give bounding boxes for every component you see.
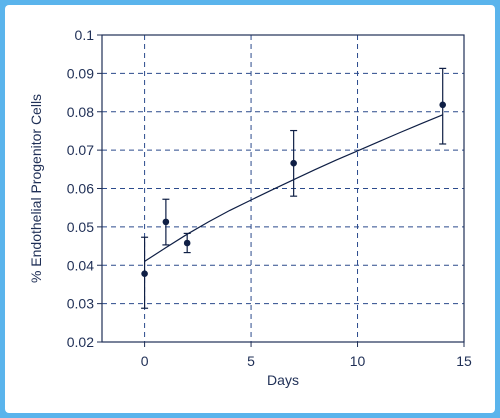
y-axis-label: % Endothelial Progenitor Cells [28,94,44,283]
data-points [141,67,447,309]
point-marker-4 [439,101,447,109]
y-tick-label-1: 0.03 [67,296,94,312]
y-tick-label-3: 0.05 [67,219,94,235]
grid-lines [102,34,465,343]
tick-labels: 0 5 10 15 0.02 0.03 0.04 0.05 0.06 0.07 0.08 0.09 0.… [67,27,472,369]
y-tick-label-7: 0.09 [67,65,94,81]
x-axis-label: Days [267,372,299,388]
data-point-3 [290,129,298,197]
chart-frame: 0 5 10 15 0.02 0.03 0.04 0.05 0.06 0.07 0.08 0.09 0.… [5,5,495,413]
x-tick-label-2: 10 [350,353,366,369]
y-tick-label-2: 0.04 [67,257,94,273]
data-point-1 [162,198,170,246]
point-marker-3 [290,159,297,167]
point-marker-0 [141,270,148,277]
x-tick-label-3: 15 [456,353,472,369]
y-tick-label-8: 0.1 [75,27,95,43]
data-point-4 [439,67,447,145]
y-tick-label-0: 0.02 [67,334,94,350]
y-tick-label-5: 0.07 [67,142,94,158]
data-point-0 [141,236,149,309]
x-tick-label-1: 5 [247,353,255,369]
y-tick-label-4: 0.06 [67,181,94,197]
scatter-chart: 0 5 10 15 0.02 0.03 0.04 0.05 0.06 0.07 0.08 0.09 0.… [28,27,472,388]
x-tick-label-0: 0 [141,353,149,369]
point-marker-2 [183,239,191,247]
data-point-2 [183,232,191,254]
point-marker-1 [162,218,170,226]
y-tick-label-6: 0.08 [67,104,94,120]
